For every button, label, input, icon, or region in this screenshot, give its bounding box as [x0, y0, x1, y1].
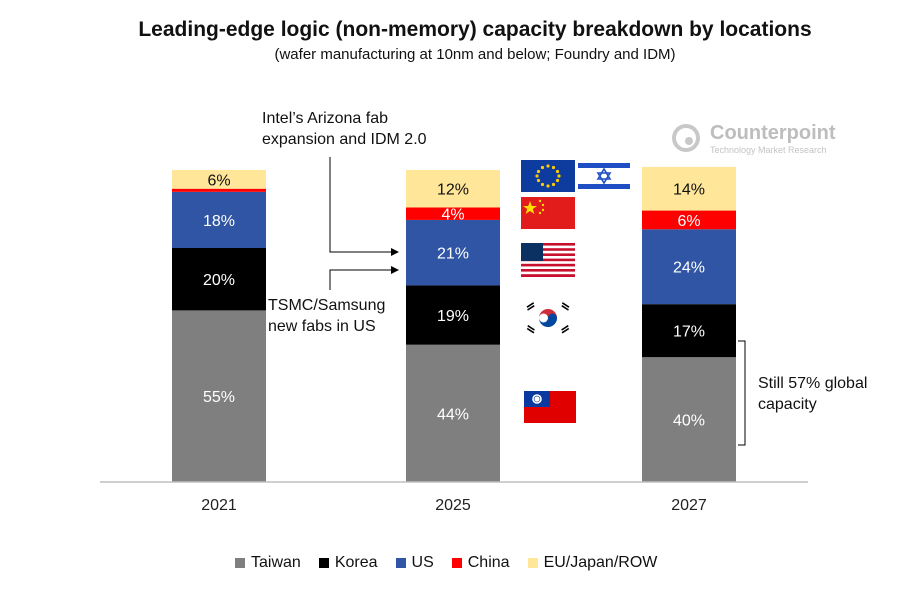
taiwan-share-bracket: [738, 340, 746, 446]
bar-segment-2027-taiwan: [642, 357, 736, 482]
counterpoint-logo: Counterpoint Technology Market Research: [672, 122, 852, 162]
bar-segment-2025-us: [406, 219, 500, 286]
x-tick-label-2021: 2021: [201, 497, 237, 514]
taiwan-flag-icon: [524, 391, 576, 423]
usa-flag-icon: [521, 243, 575, 277]
legend-label: US: [411, 554, 434, 571]
legend-swatch: [451, 558, 462, 568]
x-tick-label-2027: 2027: [671, 497, 707, 514]
bar-segment-2027-china: [642, 210, 736, 230]
data-label-2021-taiwan: 55%: [203, 389, 235, 406]
legend-label: China: [467, 554, 510, 571]
logo-icon: [672, 124, 700, 152]
bar-segment-2021-taiwan: [172, 310, 266, 482]
bar-segment-2025-korea: [406, 285, 500, 345]
annotation-arrow-tsmc: [329, 266, 399, 290]
x-tick-label-2025: 2025: [435, 497, 471, 514]
bar-segment-2025-taiwan: [406, 344, 500, 482]
data-label-2021-us: 18%: [203, 213, 235, 230]
bar-segment-2027-eu-japan-row: [642, 166, 736, 211]
bar-segment-2021-us: [172, 191, 266, 248]
bar-segment-2027-korea: [642, 304, 736, 358]
legend-item-korea: Korea: [318, 554, 378, 572]
data-label-2025-us: 21%: [437, 246, 469, 263]
annotation-tsmc: TSMC/Samsung new fabs in US: [268, 297, 386, 335]
data-label-2027-china: 6%: [677, 213, 700, 230]
data-label-2025-eu-japan-row: 12%: [437, 182, 469, 199]
chart-subtitle: (wafer manufacturing at 10nm and below; …: [274, 46, 676, 63]
legend-swatch: [395, 558, 406, 568]
legend-label: Korea: [334, 554, 378, 571]
data-label-2027-us: 24%: [673, 260, 705, 277]
data-label-2025-taiwan: 44%: [437, 406, 469, 423]
data-label-2027-eu-japan-row: 14%: [673, 182, 705, 199]
chart-title: Leading-edge logic (non-memory) capacity…: [138, 18, 812, 41]
data-label-2025-china: 4%: [441, 207, 464, 224]
logo-tagline: Technology Market Research: [710, 145, 827, 155]
legend-item-taiwan: Taiwan: [235, 554, 301, 572]
legend-swatch: [235, 558, 245, 568]
data-label-2025-korea: 19%: [437, 308, 469, 325]
legend-swatch: [318, 558, 329, 568]
legend-item-eu-japan-row: EU/Japan/ROW: [527, 554, 658, 572]
bar-segment-2025-china: [406, 207, 500, 220]
data-label-2021-eu-japan-row: 6%: [207, 172, 230, 189]
legend-item-us: US: [395, 554, 434, 572]
bar-segment-2027-us: [642, 229, 736, 305]
bar-segment-2021-korea: [172, 248, 266, 311]
bar-segment-2021-china: [172, 188, 266, 192]
bar-segment-2021-eu-japan-row: [172, 170, 266, 189]
annotation-still-capacity: Still 57% global capacity: [758, 375, 868, 413]
chart-legend: Taiwan Korea US China EU/Japan/ROW: [235, 554, 657, 572]
logo-name: Counterpoint: [710, 122, 836, 144]
data-label-2027-taiwan: 40%: [673, 413, 705, 430]
legend-swatch: [527, 558, 538, 568]
data-label-2021-korea: 20%: [203, 272, 235, 289]
israel-flag-icon: [578, 160, 630, 192]
annotation-arrow-intel: [329, 157, 399, 256]
annotation-intel: Intel’s Arizona fab expansion and IDM 2.…: [262, 110, 427, 148]
legend-label: EU/Japan/ROW: [543, 554, 658, 571]
bar-segment-2025-eu-japan-row: [406, 170, 500, 208]
data-label-2027-korea: 17%: [673, 324, 705, 341]
legend-label: Taiwan: [251, 554, 301, 571]
eu-flag-icon: [521, 160, 575, 192]
south-korea-flag-icon: [521, 300, 575, 336]
legend-item-china: China: [451, 554, 510, 572]
china-flag-icon: [521, 197, 575, 229]
